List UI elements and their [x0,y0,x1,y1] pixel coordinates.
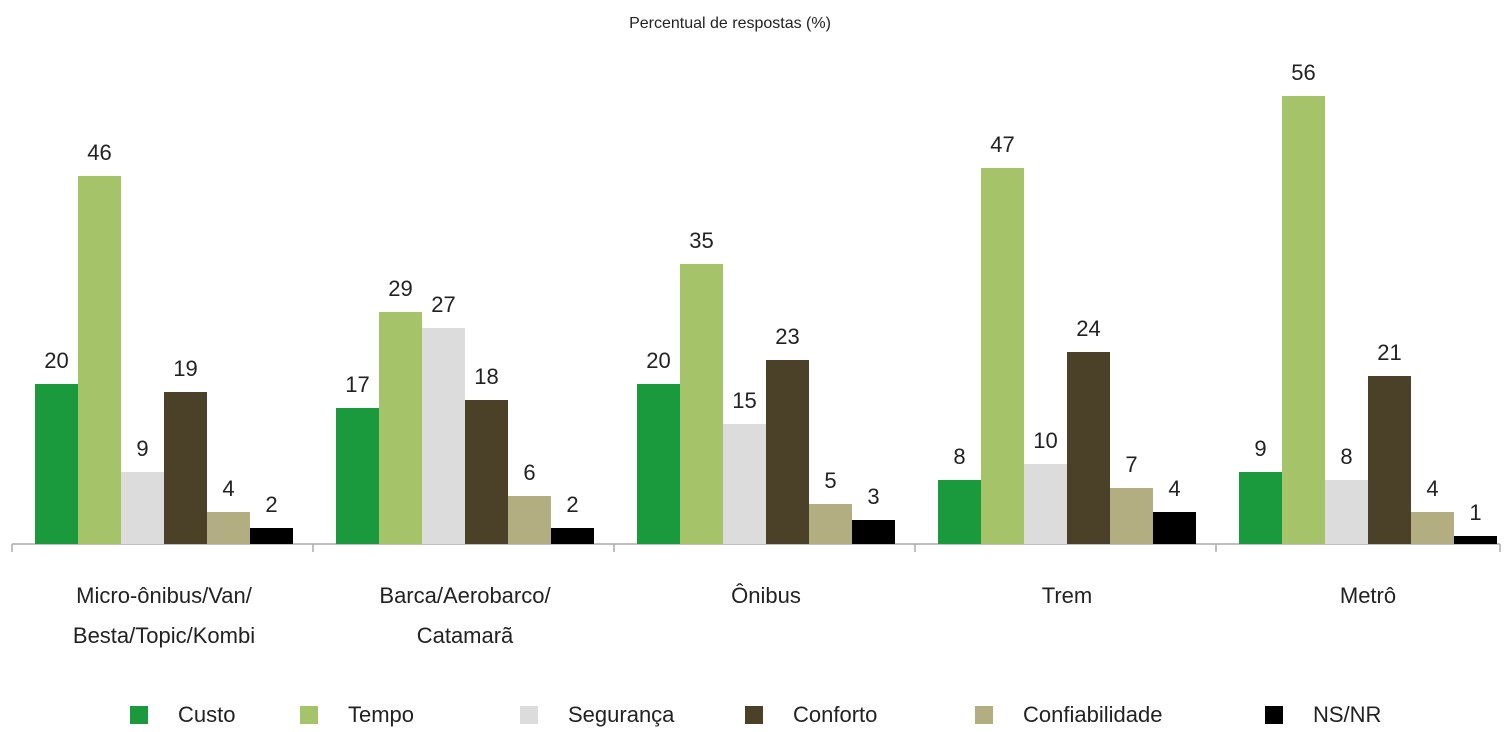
value-label: 8 [1340,444,1352,469]
legend-label: Conforto [793,702,877,727]
value-label: 4 [1426,476,1438,501]
x-tick-label: Metrô [1340,583,1396,608]
bar [551,528,594,544]
bar [852,520,895,544]
legend-label: NS/NR [1313,702,1381,727]
bar [78,176,121,544]
value-label: 4 [222,476,234,501]
bar [938,480,981,544]
legend-swatch [300,706,318,724]
bar [379,312,422,544]
value-label: 17 [345,372,369,397]
value-label: 20 [646,348,670,373]
legend-label: Confiabilidade [1023,702,1162,727]
value-label: 23 [775,324,799,349]
bar [1454,536,1497,544]
legend-swatch [975,706,993,724]
bar [164,392,207,544]
bar [766,360,809,544]
value-label: 24 [1076,316,1100,341]
bar [508,496,551,544]
bar [465,400,508,544]
bar [1153,512,1196,544]
value-label: 19 [173,356,197,381]
value-label: 5 [824,468,836,493]
value-label: 2 [265,492,277,517]
value-label: 8 [953,444,965,469]
value-label: 10 [1033,428,1057,453]
bar [1282,96,1325,544]
legend-label: Custo [178,702,235,727]
bar [207,512,250,544]
bar [1368,376,1411,544]
bar [637,384,680,544]
bar [121,472,164,544]
x-tick-label: Catamarã [417,623,514,648]
x-tick-label: Trem [1042,583,1093,608]
bar [1067,352,1110,544]
bar [1024,464,1067,544]
value-label: 2 [566,492,578,517]
value-label: 1 [1469,500,1481,525]
bar [1239,472,1282,544]
bar [1325,480,1368,544]
value-label: 9 [1254,436,1266,461]
value-label: 35 [689,228,713,253]
x-tick-label: Barca/Aerobarco/ [379,583,551,608]
legend-label: Segurança [568,702,675,727]
bar [723,424,766,544]
bar [336,408,379,544]
value-label: 46 [87,140,111,165]
value-label: 20 [44,348,68,373]
legend-swatch [130,706,148,724]
chart-title: Percentual de respostas (%) [629,15,831,32]
x-tick-label: Besta/Topic/Kombi [73,623,255,648]
bar [809,504,852,544]
value-label: 47 [990,132,1014,157]
value-label: 18 [474,364,498,389]
bar [680,264,723,544]
bar [1411,512,1454,544]
value-label: 9 [136,436,148,461]
bar [981,168,1024,544]
value-label: 6 [523,460,535,485]
value-label: 56 [1291,60,1315,85]
value-label: 27 [431,292,455,317]
legend-swatch [520,706,538,724]
bar [1110,488,1153,544]
legend-label: Tempo [348,702,414,727]
value-label: 3 [867,484,879,509]
bar [422,328,465,544]
legend-swatch [1265,706,1283,724]
value-label: 15 [732,388,756,413]
bar [35,384,78,544]
value-label: 29 [388,276,412,301]
value-label: 21 [1377,340,1401,365]
value-label: 4 [1168,476,1180,501]
legend-swatch [745,706,763,724]
x-tick-label: Ônibus [731,583,801,608]
bar [250,528,293,544]
x-tick-label: Micro-ônibus/Van/ [76,583,253,608]
value-label: 7 [1125,452,1137,477]
